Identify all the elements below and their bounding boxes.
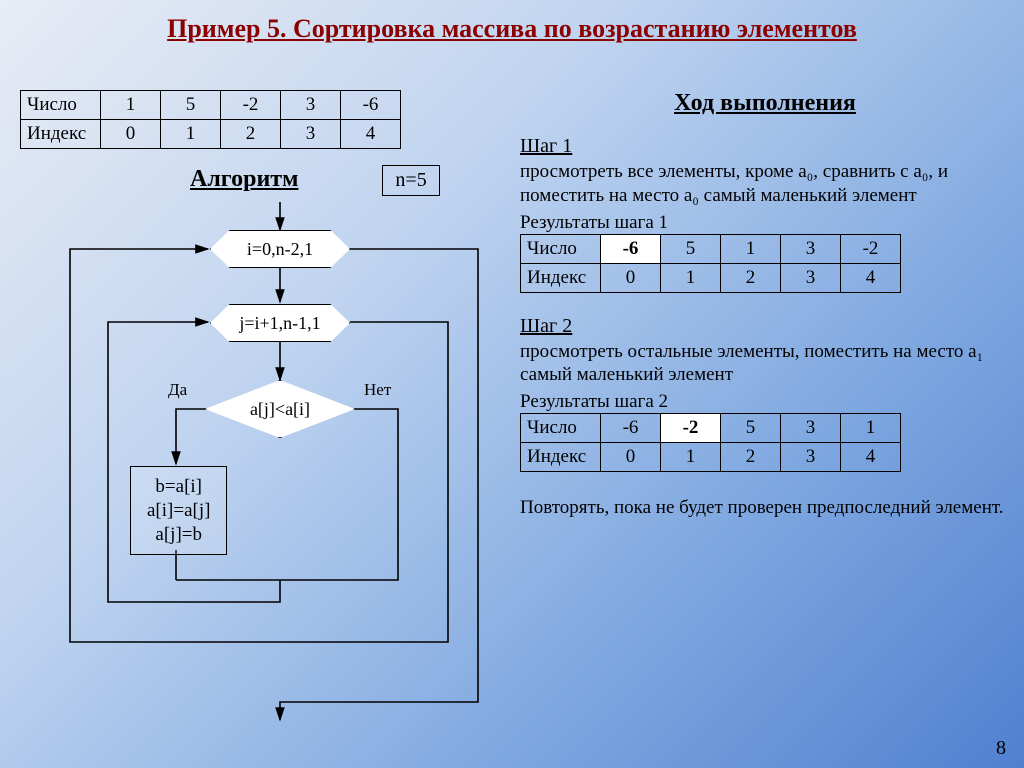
flow-arrows xyxy=(20,202,500,722)
condition-text: a[j]<a[i] xyxy=(250,399,310,420)
cell: 1 xyxy=(721,234,781,263)
repeat-note: Повторять, пока не будет проверен предпо… xyxy=(520,496,1010,520)
step2-result-label: Результаты шага 2 xyxy=(520,391,1010,413)
cell: 0 xyxy=(101,120,161,149)
step1-heading: Шаг 1 xyxy=(520,135,1010,158)
swap-line: a[j]=b xyxy=(147,523,210,547)
right-column: Ход выполнения Шаг 1 просмотреть все эле… xyxy=(520,90,1010,524)
cell: 0 xyxy=(601,263,661,292)
cell: 3 xyxy=(781,234,841,263)
cell: 5 xyxy=(721,414,781,443)
cell: 3 xyxy=(281,91,341,120)
cell: 0 xyxy=(601,443,661,472)
step1-result-label: Результаты шага 1 xyxy=(520,212,1010,234)
table-row: Число -6 -2 5 3 1 xyxy=(521,414,901,443)
cell: -6 xyxy=(341,91,401,120)
cell: 4 xyxy=(841,443,901,472)
cell: 5 xyxy=(161,91,221,120)
loop-j-hex: j=i+1,n-1,1 xyxy=(210,304,350,342)
cell: 3 xyxy=(281,120,341,149)
table-row: Число 1 5 -2 3 -6 xyxy=(21,91,401,120)
left-column: Число 1 5 -2 3 -6 Индекс 0 1 2 3 4 Алгор… xyxy=(20,90,500,712)
row-label-index: Индекс xyxy=(21,120,101,149)
cell: 4 xyxy=(841,263,901,292)
cell: 1 xyxy=(661,443,721,472)
flowchart: i=0,n-2,1 j=i+1,n-1,1 a[j]<a[i] Да Нет b… xyxy=(20,202,500,712)
row-label-number: Число xyxy=(21,91,101,120)
step1-table: Число -6 5 1 3 -2 Индекс 0 1 2 3 4 xyxy=(520,234,901,293)
n-value-box: n=5 xyxy=(382,165,439,196)
row-label-number: Число xyxy=(521,414,601,443)
step2-table: Число -6 -2 5 3 1 Индекс 0 1 2 3 4 xyxy=(520,413,901,472)
loop-i-hex: i=0,n-2,1 xyxy=(210,230,350,268)
cell-highlight: -6 xyxy=(601,234,661,263)
table-row: Индекс 0 1 2 3 4 xyxy=(21,120,401,149)
cell: 1 xyxy=(101,91,161,120)
cell: 3 xyxy=(781,443,841,472)
table-row: Индекс 0 1 2 3 4 xyxy=(521,443,901,472)
no-label: Нет xyxy=(364,380,391,400)
condition-diamond: a[j]<a[i] xyxy=(205,380,355,438)
cell-highlight: -2 xyxy=(661,414,721,443)
execution-heading: Ход выполнения xyxy=(520,90,1010,117)
loop-i-text: i=0,n-2,1 xyxy=(247,239,313,260)
swap-block: b=a[i] a[i]=a[j] a[j]=b xyxy=(130,466,227,555)
swap-line: a[i]=a[j] xyxy=(147,499,210,523)
loop-j-text: j=i+1,n-1,1 xyxy=(239,313,320,334)
cell: -6 xyxy=(601,414,661,443)
cell: 1 xyxy=(661,263,721,292)
step2-heading: Шаг 2 xyxy=(520,315,1010,338)
cell: -2 xyxy=(221,91,281,120)
cell: 2 xyxy=(721,443,781,472)
cell: 2 xyxy=(221,120,281,149)
table-row: Индекс 0 1 2 3 4 xyxy=(521,263,901,292)
row-label-index: Индекс xyxy=(521,263,601,292)
step1-text: просмотреть все элементы, кроме a₀, срав… xyxy=(520,160,1010,208)
page-number: 8 xyxy=(996,737,1006,760)
cell: 1 xyxy=(841,414,901,443)
page-title: Пример 5. Сортировка массива по возраста… xyxy=(0,0,1024,48)
input-table: Число 1 5 -2 3 -6 Индекс 0 1 2 3 4 xyxy=(20,90,401,149)
table-row: Число -6 5 1 3 -2 xyxy=(521,234,901,263)
row-label-index: Индекс xyxy=(521,443,601,472)
cell: 5 xyxy=(661,234,721,263)
step2-text: просмотреть остальные элементы, поместит… xyxy=(520,340,1010,388)
row-label-number: Число xyxy=(521,234,601,263)
yes-label: Да xyxy=(168,380,187,400)
cell: 3 xyxy=(781,263,841,292)
cell: 3 xyxy=(781,414,841,443)
cell: 2 xyxy=(721,263,781,292)
cell: 4 xyxy=(341,120,401,149)
cell: 1 xyxy=(161,120,221,149)
algorithm-heading: Алгоритм xyxy=(190,166,298,192)
cell: -2 xyxy=(841,234,901,263)
swap-line: b=a[i] xyxy=(147,475,210,499)
